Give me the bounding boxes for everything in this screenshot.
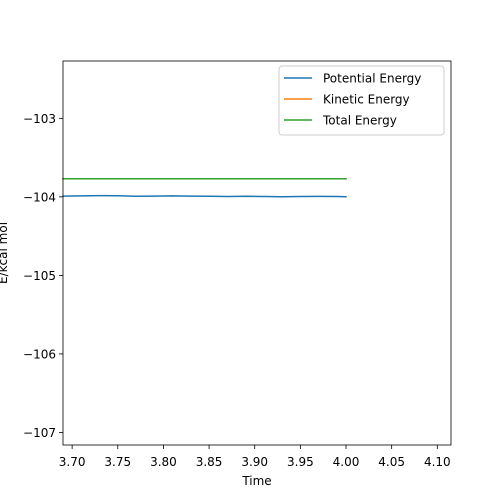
legend-label: Kinetic Energy	[323, 93, 410, 107]
x-tick-label: 4.10	[424, 455, 451, 469]
series-line-potential-energy	[62, 194, 347, 198]
x-tick-label: 3.80	[150, 455, 177, 469]
y-ticks: −103 −104 −105 −106 −107	[23, 112, 63, 440]
x-tick-label: 4.00	[333, 455, 360, 469]
x-tick-label: 3.70	[59, 455, 86, 469]
x-tick-label: 3.95	[287, 455, 314, 469]
y-axis-label: E/kcal mol	[0, 222, 10, 284]
legend-label: Total Energy	[322, 114, 397, 128]
y-tick-label: −103	[23, 112, 56, 126]
x-tick-label: 3.85	[196, 455, 223, 469]
legend-box	[278, 65, 445, 136]
y-tick-label: −104	[23, 190, 56, 204]
y-tick-label: −107	[23, 426, 56, 440]
axes-frame	[62, 60, 452, 446]
legend-label: Potential Energy	[323, 72, 421, 86]
y-tick-label: −106	[23, 347, 56, 361]
x-tick-label: 3.90	[241, 455, 268, 469]
series-layer	[62, 178, 347, 198]
legend: Potential Energy Kinetic Energy Total Ener…	[278, 65, 445, 136]
x-tick-label: 4.05	[378, 455, 405, 469]
x-ticks: 3.70 3.75 3.80 3.85 3.90 3.95 4.00 4.05 4.10	[59, 445, 451, 469]
y-tick-label: −105	[23, 269, 56, 283]
x-axis-label: Time	[241, 474, 271, 488]
x-tick-label: 3.75	[104, 455, 131, 469]
axes-layer	[62, 60, 452, 446]
